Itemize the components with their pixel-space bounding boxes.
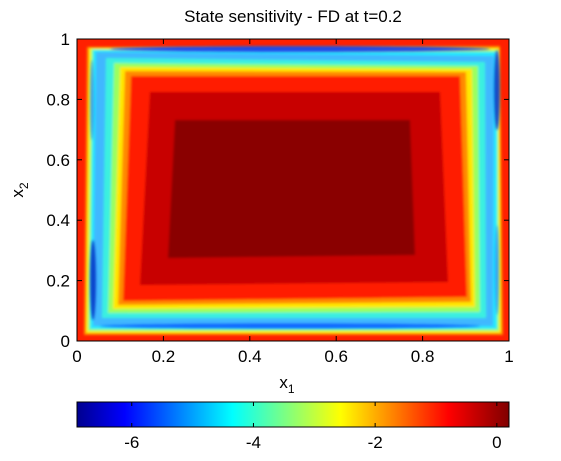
- x-tick-label: 0: [72, 347, 81, 366]
- colorbar-tick-label: -4: [246, 433, 261, 452]
- x-tick-label: 0.8: [411, 347, 435, 366]
- bottom-band-streak: [100, 323, 480, 329]
- y-tick-label: 0.6: [46, 151, 70, 170]
- colorbar-ticks: -6 -4 -2 0: [124, 402, 502, 452]
- interior-darkest: [168, 120, 415, 258]
- right-band-streak: [494, 50, 500, 130]
- chart-title: State sensitivity - FD at t=0.2: [184, 7, 402, 26]
- x-axis: 0 0.2 0.4 0.6 0.8 1: [72, 39, 514, 366]
- heatmap-bands: [84, 46, 503, 335]
- y-tick-label: 0: [61, 332, 70, 351]
- heatmap-area: [77, 39, 509, 341]
- x-tick-label: 0.4: [238, 347, 262, 366]
- y-tick-label: 1: [61, 30, 70, 49]
- left-band-streak-upper: [90, 60, 94, 140]
- x-tick-label: 1: [504, 347, 513, 366]
- x-tick-label: 0.6: [324, 347, 348, 366]
- colorbar-tick-label: -6: [124, 433, 139, 452]
- x-axis-label: x1: [279, 373, 295, 396]
- colorbar-tick-label: -2: [368, 433, 383, 452]
- colorbar-tick-label: 0: [492, 433, 501, 452]
- y-axis-label: x2: [8, 182, 31, 198]
- top-band-streak: [110, 46, 490, 52]
- left-band-streak: [90, 240, 96, 320]
- y-tick-label: 0.4: [46, 211, 70, 230]
- x-tick-label: 0.2: [152, 347, 176, 366]
- plot-frame: [76, 38, 510, 342]
- y-tick-label: 0.8: [46, 90, 70, 109]
- right-band-streak-lower: [495, 225, 499, 315]
- y-tick-label: 0.2: [46, 272, 70, 291]
- y-axis: 0 0.2 0.4 0.6 0.8 1: [46, 30, 509, 351]
- band-minimum-streaks: [90, 46, 500, 329]
- colorbar: [76, 401, 510, 428]
